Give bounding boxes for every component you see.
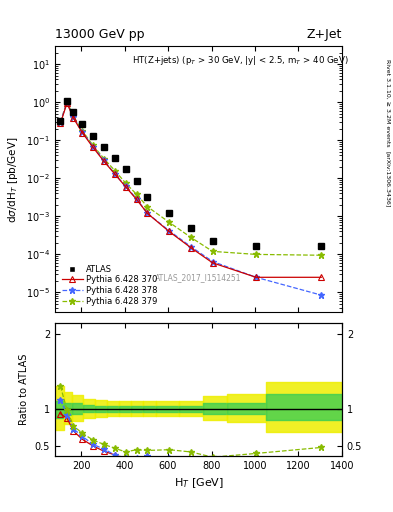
Text: [arXiv:1306.3436]: [arXiv:1306.3436] (385, 151, 390, 207)
X-axis label: H$_T$ [GeV]: H$_T$ [GeV] (173, 476, 224, 490)
Text: Rivet 3.1.10, ≥ 3.2M events: Rivet 3.1.10, ≥ 3.2M events (385, 58, 390, 146)
Y-axis label: Ratio to ATLAS: Ratio to ATLAS (19, 353, 29, 425)
Text: HT(Z+jets) (p$_T$ > 30 GeV, |y| < 2.5, m$_T$ > 40 GeV): HT(Z+jets) (p$_T$ > 30 GeV, |y| < 2.5, m… (132, 54, 349, 67)
Y-axis label: d$\sigma$/dH$_T$ [pb/GeV]: d$\sigma$/dH$_T$ [pb/GeV] (6, 136, 20, 223)
Text: Z+Jet: Z+Jet (307, 28, 342, 41)
Text: 13000 GeV pp: 13000 GeV pp (55, 28, 145, 41)
Text: ATLAS_2017_I1514251: ATLAS_2017_I1514251 (155, 273, 242, 282)
Legend: ATLAS, Pythia 6.428 370, Pythia 6.428 378, Pythia 6.428 379: ATLAS, Pythia 6.428 370, Pythia 6.428 37… (59, 262, 160, 308)
